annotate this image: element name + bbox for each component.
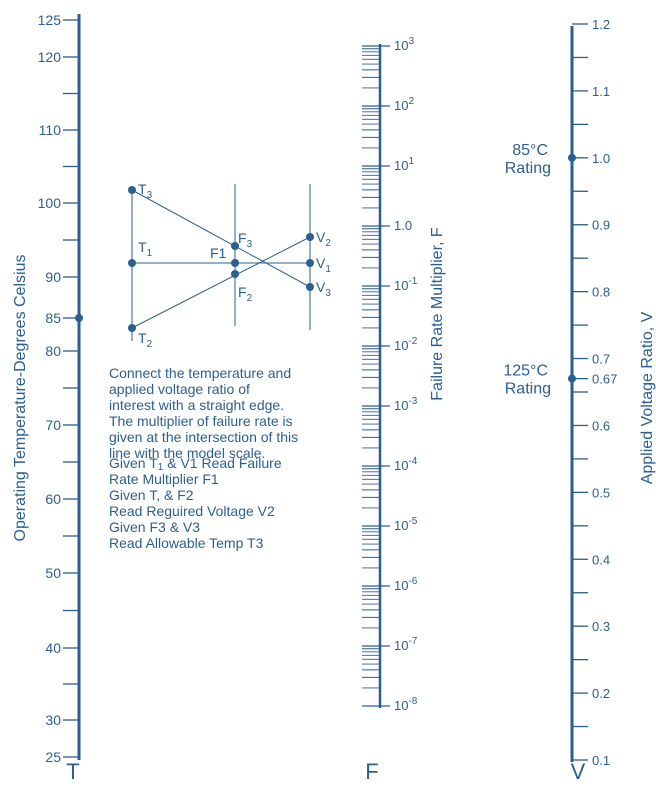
f-decade-label: 10-7 <box>394 636 418 653</box>
rating-point-85 <box>568 153 576 162</box>
t-tick-label: 85 <box>45 310 61 326</box>
f-decade-label: 103 <box>394 36 414 53</box>
t-tick-label: 80 <box>45 343 61 359</box>
example-label-f2: F2 <box>238 284 253 304</box>
v-tick-label: 1.2 <box>592 17 610 32</box>
t-tick-label: 90 <box>45 269 61 285</box>
rating-label-85: Rating <box>505 160 551 177</box>
example-label-t2: T2 <box>138 330 153 350</box>
instruction-line: given at the intersection of this <box>109 429 299 445</box>
step-line: Rate Multiplier F1 <box>109 471 219 487</box>
step-line: Given F3 & V3 <box>109 519 201 535</box>
rating-label-125: 125°C <box>503 363 548 380</box>
v-tick-label: 1.1 <box>592 84 610 99</box>
example-point-f3 <box>231 242 239 250</box>
rating-label-85: 85°C <box>512 142 548 159</box>
t-tick-label: 30 <box>45 712 61 728</box>
example-label-t3: T3 <box>138 181 153 201</box>
instruction-line: Connect the temperature and <box>109 365 292 381</box>
example-line-t2-v2 <box>131 236 311 329</box>
step-line: Read Allowable Temp T3 <box>109 535 264 551</box>
f-decade-label: 10-1 <box>394 276 418 293</box>
t-tick-label: 25 <box>45 749 61 765</box>
example-point-t1 <box>128 259 136 267</box>
example-label-v2: V2 <box>316 229 331 249</box>
example-point-t3 <box>128 186 136 194</box>
t-tick-label: 50 <box>45 565 61 581</box>
v-scale-letter: V <box>571 759 586 784</box>
v-tick-label: 0.3 <box>592 619 610 634</box>
step-line: Given T1 & V1 Read Failure <box>109 455 282 473</box>
example-point-f1 <box>231 259 239 267</box>
step-line: Read Reguired Voltage V2 <box>109 503 275 519</box>
instructions-text: Connect the temperature and applied volta… <box>109 365 298 461</box>
example-label-v1: V1 <box>316 255 331 275</box>
t-axis-label: Operating Temperature-Degrees Celsius <box>12 255 29 542</box>
rating-label-125: Rating <box>505 381 551 398</box>
example-point-v2 <box>306 233 314 241</box>
t-tick-label: 70 <box>45 417 61 433</box>
f-decade-label: 10-8 <box>394 696 418 713</box>
t-tick-label: 120 <box>38 49 62 65</box>
example-point-f2 <box>231 270 239 278</box>
example-steps-text: Given T1 & V1 Read Failure Rate Multiplie… <box>109 455 282 551</box>
f-decade-label: 1.0 <box>394 218 412 233</box>
f-decade-label: 101 <box>394 156 414 173</box>
example-label-f3: F3 <box>238 230 253 250</box>
example-label-t1: T1 <box>138 239 153 259</box>
step-line: Given T, & F2 <box>109 487 194 503</box>
f-scale-letter: F <box>365 759 378 784</box>
v-axis-label: Applied Voltage Ratio, V <box>639 311 656 484</box>
v-tick-label: 0.7 <box>592 352 610 367</box>
example-label-v3: V3 <box>316 279 331 299</box>
t-marker-point <box>75 314 83 322</box>
instruction-line: The multiplier of failure rate is <box>109 413 293 429</box>
example-label-f1: F1 <box>210 245 227 261</box>
v-tick-label: 0.9 <box>592 218 610 233</box>
t-tick-label: 60 <box>45 491 61 507</box>
f-decade-label: 10-4 <box>394 456 418 473</box>
v-tick-label: 0.8 <box>592 285 610 300</box>
v-tick-label: 0.4 <box>592 552 610 567</box>
f-axis-label: Failure Rate Multiplier, F <box>429 227 446 401</box>
v-tick-label: 0.2 <box>592 686 610 701</box>
t-tick-label: 100 <box>38 195 62 211</box>
instruction-line: line with the model scale. <box>109 445 266 461</box>
t-tick-label: 125 <box>38 12 62 28</box>
example-line-t3-v3 <box>131 189 311 288</box>
rating-point-125 <box>568 374 576 383</box>
instruction-line: applied voltage ratio of <box>109 381 250 397</box>
example-point-v3 <box>306 283 314 291</box>
t-scale-letter: T <box>66 759 79 784</box>
t-tick-label: 110 <box>39 122 62 138</box>
f-decade-label: 10-5 <box>394 516 418 533</box>
f-decade-label: 10-2 <box>394 336 418 353</box>
t-tick-label: 40 <box>45 640 61 656</box>
f-decade-label: 10-6 <box>394 576 418 593</box>
f-decade-label: 102 <box>394 96 414 113</box>
example-point-v1 <box>306 259 314 267</box>
instruction-line: interest with a straight edge. <box>109 397 285 413</box>
v-tick-label: 0.1 <box>592 753 610 768</box>
v-tick-label: 0.6 <box>592 418 610 433</box>
v-tick-label: 1.0 <box>592 151 610 166</box>
v-tick-label: 0.67 <box>592 372 617 387</box>
f-decade-label: 10-3 <box>394 396 418 413</box>
v-tick-label: 0.5 <box>592 485 610 500</box>
example-point-t2 <box>128 324 136 332</box>
